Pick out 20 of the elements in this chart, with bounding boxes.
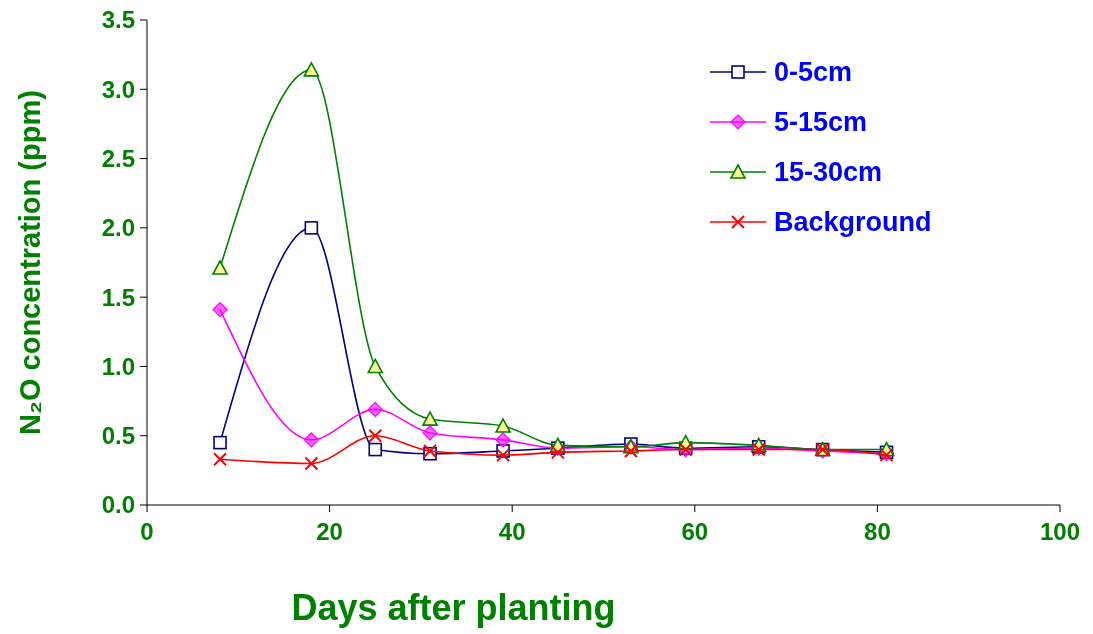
y-tick-label: 2.5 <box>101 144 135 172</box>
x-tick-label: 0 <box>140 518 154 545</box>
y-tick-label: 3.5 <box>101 6 135 34</box>
legend-label: 5-15cm <box>774 107 868 138</box>
x-tick-label: 100 <box>1039 518 1081 545</box>
y-tick-label: 3.0 <box>101 75 135 103</box>
y-tick-label: 1.0 <box>101 352 135 380</box>
legend-label: Background <box>774 207 932 238</box>
y-tick-label: 2.0 <box>101 214 135 242</box>
x-tick-label: 60 <box>681 518 709 545</box>
y-tick-label: 0.5 <box>101 422 135 450</box>
y-tick-label: 1.5 <box>101 283 135 311</box>
x-tick-label: 40 <box>498 518 526 545</box>
x-tick-label: 20 <box>316 518 343 545</box>
y-axis-title: N₂O concentration (ppm) <box>14 90 46 435</box>
y-tick-label: 0.0 <box>101 491 135 519</box>
x-axis-title: Days after planting <box>291 587 616 628</box>
x-tick-label: 80 <box>864 518 891 545</box>
legend-label: 15-30cm <box>774 157 883 188</box>
legend-label: 0-5cm <box>774 57 853 88</box>
